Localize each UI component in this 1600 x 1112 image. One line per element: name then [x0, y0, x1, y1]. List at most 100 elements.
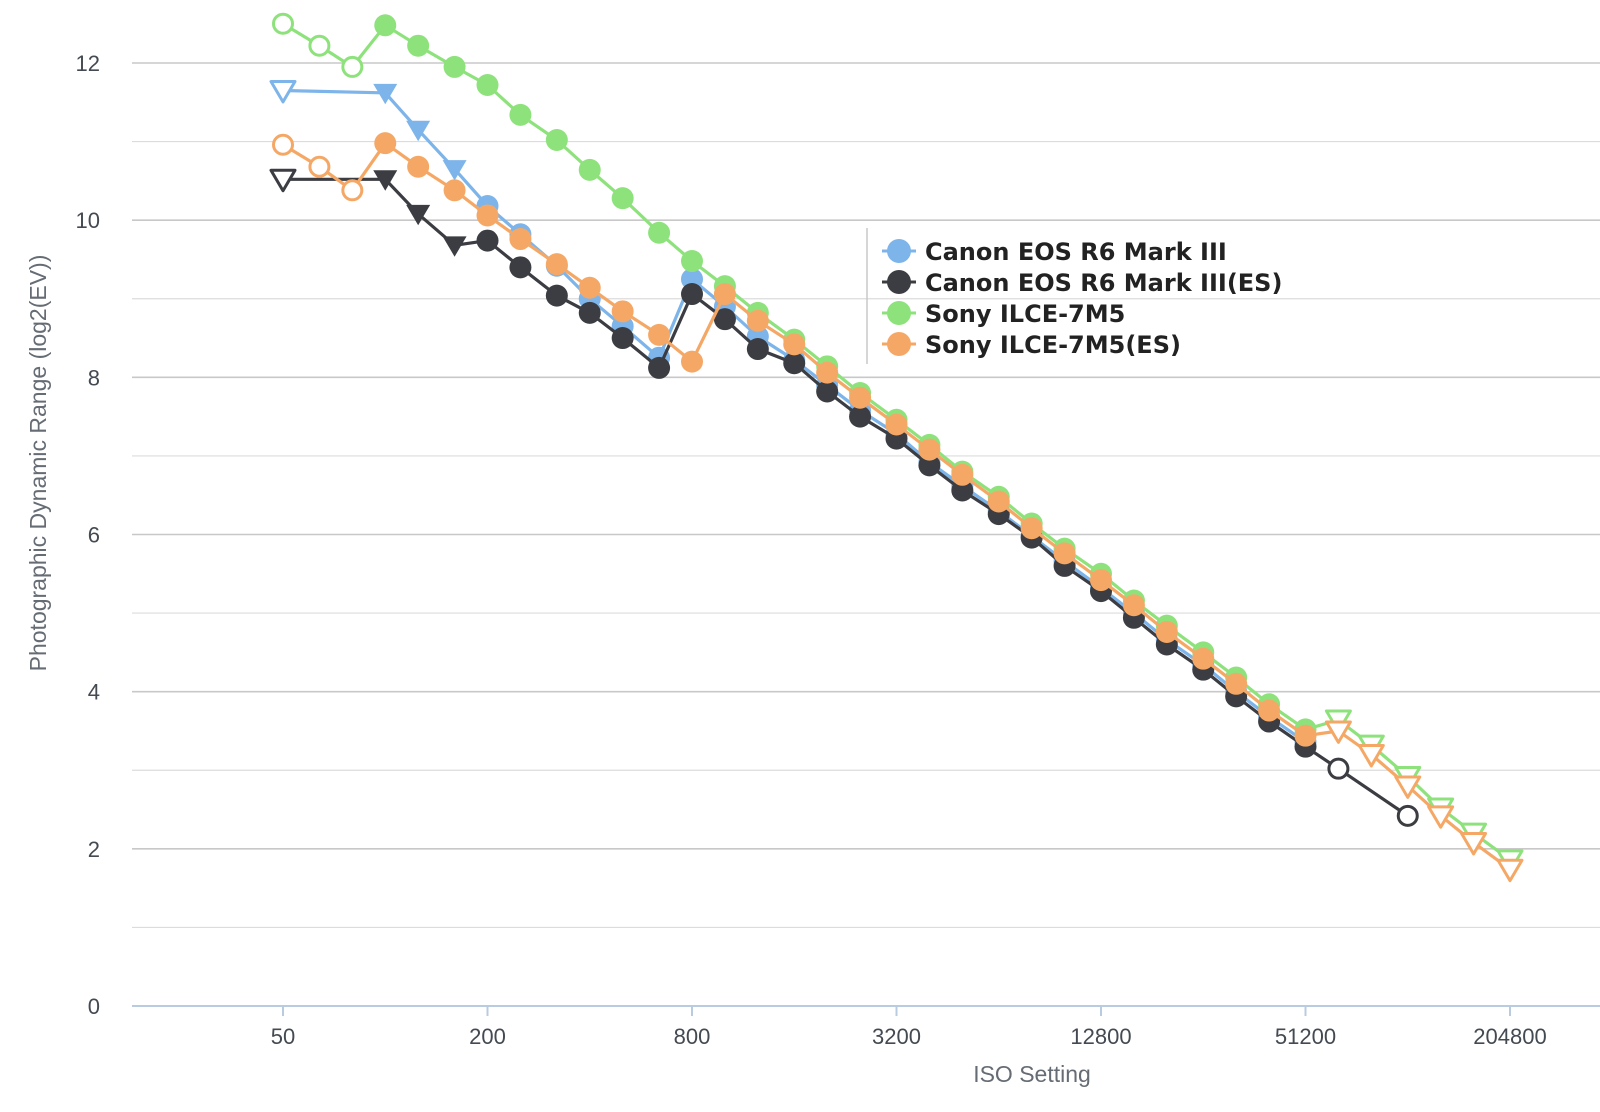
- data-point[interactable]: [1155, 620, 1178, 643]
- legend-swatch-marker: [887, 301, 911, 325]
- data-point[interactable]: [816, 361, 839, 384]
- data-point[interactable]: [713, 308, 736, 331]
- data-point[interactable]: [746, 309, 769, 332]
- data-point[interactable]: [476, 229, 499, 252]
- x-tick-label: 800: [674, 1024, 711, 1049]
- data-point[interactable]: [648, 323, 671, 346]
- data-point[interactable]: [746, 338, 769, 361]
- data-point[interactable]: [406, 204, 431, 226]
- data-point[interactable]: [783, 352, 806, 375]
- data-point[interactable]: [509, 228, 532, 251]
- data-point[interactable]: [816, 380, 839, 403]
- data-point[interactable]: [611, 187, 634, 210]
- data-point[interactable]: [1396, 804, 1419, 827]
- x-tick-label: 3200: [872, 1024, 921, 1049]
- data-point[interactable]: [476, 74, 499, 97]
- legend-swatch-marker: [887, 270, 911, 294]
- data-point[interactable]: [272, 12, 294, 35]
- data-point[interactable]: [509, 103, 532, 126]
- data-point[interactable]: [578, 301, 601, 324]
- data-point[interactable]: [442, 160, 467, 181]
- data-point[interactable]: [545, 253, 568, 276]
- series-3: [272, 132, 1524, 883]
- data-point[interactable]: [509, 256, 532, 279]
- data-point[interactable]: [406, 120, 431, 142]
- data-point[interactable]: [1258, 699, 1281, 722]
- data-point[interactable]: [545, 129, 568, 152]
- grid-lines: [132, 62, 1600, 1007]
- data-point[interactable]: [849, 386, 872, 409]
- data-point[interactable]: [611, 327, 634, 350]
- series-1: [269, 168, 1419, 827]
- data-point[interactable]: [1427, 805, 1455, 829]
- y-tick-label: 8: [88, 365, 100, 390]
- data-point[interactable]: [1053, 542, 1076, 565]
- data-point[interactable]: [578, 158, 601, 181]
- data-point[interactable]: [1225, 672, 1248, 695]
- data-point[interactable]: [374, 14, 397, 37]
- data-point[interactable]: [1357, 744, 1385, 768]
- legend[interactable]: Canon EOS R6 Mark III Canon EOS R6 Mark I…: [866, 228, 1282, 364]
- data-point[interactable]: [611, 300, 634, 323]
- legend-item[interactable]: Sony ILCE-7M5: [882, 300, 1125, 328]
- data-point[interactable]: [407, 155, 430, 178]
- legend-item[interactable]: Canon EOS R6 Mark III(ES): [882, 269, 1282, 297]
- data-point[interactable]: [783, 333, 806, 356]
- data-point[interactable]: [681, 283, 703, 306]
- data-point[interactable]: [987, 490, 1010, 513]
- data-point[interactable]: [1294, 724, 1317, 747]
- x-tick-label: 50: [271, 1024, 295, 1049]
- data-point[interactable]: [1192, 647, 1215, 670]
- data-point[interactable]: [373, 83, 398, 105]
- data-point[interactable]: [1020, 517, 1043, 540]
- data-point[interactable]: [1327, 757, 1350, 780]
- data-point[interactable]: [681, 350, 703, 373]
- data-point[interactable]: [1324, 720, 1352, 744]
- y-tick-label: 10: [76, 208, 100, 233]
- data-point[interactable]: [308, 34, 331, 57]
- data-point[interactable]: [918, 454, 941, 477]
- data-point[interactable]: [407, 34, 430, 57]
- y-tick-label: 4: [88, 680, 100, 705]
- data-point[interactable]: [951, 479, 974, 502]
- y-tick-label: 6: [88, 523, 100, 548]
- data-point[interactable]: [1496, 858, 1524, 883]
- x-tick-label: 204800: [1473, 1024, 1546, 1049]
- series-line: [282, 88, 1307, 744]
- data-point[interactable]: [269, 80, 297, 104]
- data-point[interactable]: [1460, 832, 1488, 856]
- data-point[interactable]: [373, 170, 398, 191]
- data-point[interactable]: [849, 405, 872, 428]
- data-point[interactable]: [443, 179, 466, 202]
- axes: ISO Setting Photographic Dynamic Range (…: [25, 51, 1547, 1087]
- data-point[interactable]: [918, 438, 941, 461]
- y-tick-label: 12: [76, 51, 100, 76]
- data-point[interactable]: [885, 413, 908, 436]
- data-point[interactable]: [442, 236, 467, 257]
- legend-label: Canon EOS R6 Mark III(ES): [925, 269, 1282, 297]
- data-point[interactable]: [269, 168, 297, 193]
- legend-label: Canon EOS R6 Mark III: [925, 238, 1227, 266]
- legend-item[interactable]: Canon EOS R6 Mark III: [882, 238, 1227, 266]
- data-point[interactable]: [374, 132, 397, 155]
- data-point[interactable]: [648, 221, 671, 244]
- data-point[interactable]: [341, 55, 364, 78]
- data-point[interactable]: [681, 250, 703, 273]
- y-tick-label: 2: [88, 837, 100, 862]
- data-point[interactable]: [1394, 775, 1422, 799]
- data-point[interactable]: [443, 55, 466, 78]
- data-point[interactable]: [713, 283, 736, 306]
- x-tick-label: 200: [469, 1024, 506, 1049]
- legend-item[interactable]: Sony ILCE-7M5(ES): [882, 331, 1181, 359]
- data-point[interactable]: [1122, 594, 1145, 617]
- data-point[interactable]: [476, 204, 499, 227]
- data-point[interactable]: [272, 133, 294, 156]
- data-point[interactable]: [951, 463, 974, 486]
- legend-swatch-marker: [887, 239, 911, 263]
- data-point[interactable]: [545, 284, 568, 307]
- data-point[interactable]: [648, 356, 671, 379]
- data-point[interactable]: [308, 155, 331, 178]
- data-point[interactable]: [578, 276, 601, 299]
- data-point[interactable]: [341, 179, 364, 202]
- data-point[interactable]: [1090, 569, 1112, 592]
